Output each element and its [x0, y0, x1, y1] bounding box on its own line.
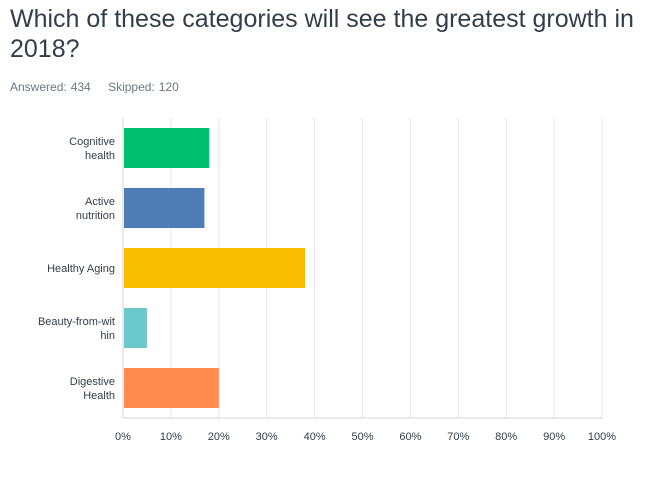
x-tick-label: 100% — [588, 431, 616, 443]
bar[interactable] — [124, 368, 219, 408]
category-label: hin — [100, 330, 115, 342]
x-tick-label: 70% — [447, 431, 469, 443]
category-label: health — [85, 150, 115, 162]
bar[interactable] — [124, 128, 210, 168]
x-tick-label: 20% — [208, 431, 230, 443]
x-tick-label: 60% — [399, 431, 421, 443]
bar[interactable] — [124, 188, 205, 228]
category-label: Healthy Aging — [47, 263, 115, 275]
answered-stat: Answered: 434 — [10, 80, 91, 94]
x-tick-label: 0% — [115, 431, 131, 443]
answered-label: Answered: — [10, 80, 67, 94]
category-label: nutrition — [76, 210, 115, 222]
skipped-count: 120 — [158, 80, 179, 94]
response-stats: Answered: 434 Skipped: 120 — [10, 80, 193, 94]
skipped-label: Skipped: — [108, 80, 155, 94]
question-title: Which of these categories will see the g… — [10, 5, 634, 63]
category-label: Digestive — [70, 376, 115, 388]
x-tick-label: 30% — [256, 431, 278, 443]
x-tick-label: 10% — [160, 431, 182, 443]
bar[interactable] — [124, 308, 147, 348]
category-label: Health — [83, 390, 115, 402]
category-label: Cognitive — [69, 136, 115, 148]
answered-count: 434 — [70, 80, 91, 94]
skipped-stat: Skipped: 120 — [108, 80, 179, 94]
category-label: Active — [85, 196, 115, 208]
category-label: Beauty-from-wit — [38, 316, 115, 328]
bar[interactable] — [124, 248, 306, 288]
x-tick-label: 80% — [495, 431, 517, 443]
x-tick-label: 90% — [543, 431, 565, 443]
x-tick-label: 40% — [304, 431, 326, 443]
x-tick-label: 50% — [351, 431, 373, 443]
